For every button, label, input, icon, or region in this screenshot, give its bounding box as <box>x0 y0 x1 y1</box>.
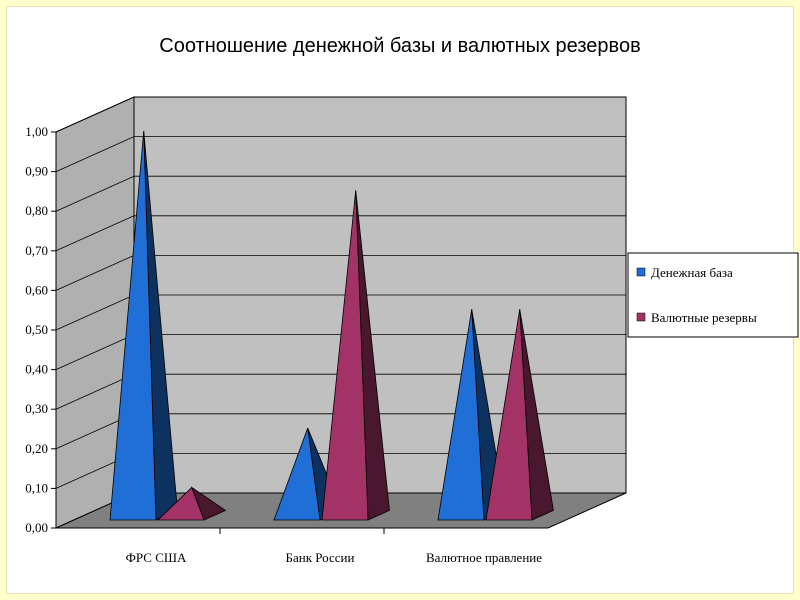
y-tick-label: 0,50 <box>25 322 48 337</box>
x-tick-label: Валютное правление <box>426 550 542 565</box>
bar <box>437 309 485 521</box>
gridline-side <box>55 255 135 291</box>
gridline-side <box>55 294 135 331</box>
y-tick-label: 0,20 <box>25 441 48 456</box>
y-tick-label: 0,40 <box>25 362 48 377</box>
bar <box>485 309 533 521</box>
bar <box>109 131 157 521</box>
gridline-side <box>55 136 135 172</box>
bar <box>157 486 205 521</box>
legend: Денежная база Валютные резервы <box>627 252 799 338</box>
chart-title: Соотношение денежной базы и валютных рез… <box>159 35 640 57</box>
legend-label-reserves: Валютные резервы <box>651 310 757 325</box>
legend-swatch-reserves <box>636 312 646 322</box>
gridline-side <box>55 175 135 212</box>
bar <box>321 190 369 521</box>
legend-label-money-base: Денежная база <box>651 265 733 280</box>
y-tick-label: 0,60 <box>25 282 48 297</box>
y-tick-label: 0,30 <box>25 401 48 416</box>
y-tick-label: 0,90 <box>25 164 48 179</box>
y-tick-label: 0,10 <box>25 480 48 495</box>
gridline-side <box>55 334 135 370</box>
x-tick-label: ФРС США <box>126 550 187 565</box>
gridline-side <box>55 373 135 410</box>
legend-box <box>627 252 799 338</box>
gridline-side <box>55 215 135 252</box>
y-tick-label: 1,00 <box>25 124 48 139</box>
plot-area: 0,00 0,10 0,20 0,30 0,40 0,50 0,60 0,70 0,80 0,90… <box>25 96 627 565</box>
y-tick-label: 0,70 <box>25 243 48 258</box>
bar <box>273 427 321 521</box>
x-tick-label: Банк России <box>286 550 355 565</box>
legend-swatch-money-base <box>636 267 646 277</box>
gridline-side <box>55 96 135 133</box>
y-tick-label: 0,80 <box>25 203 48 218</box>
y-tick-label: 0,00 <box>25 520 48 535</box>
